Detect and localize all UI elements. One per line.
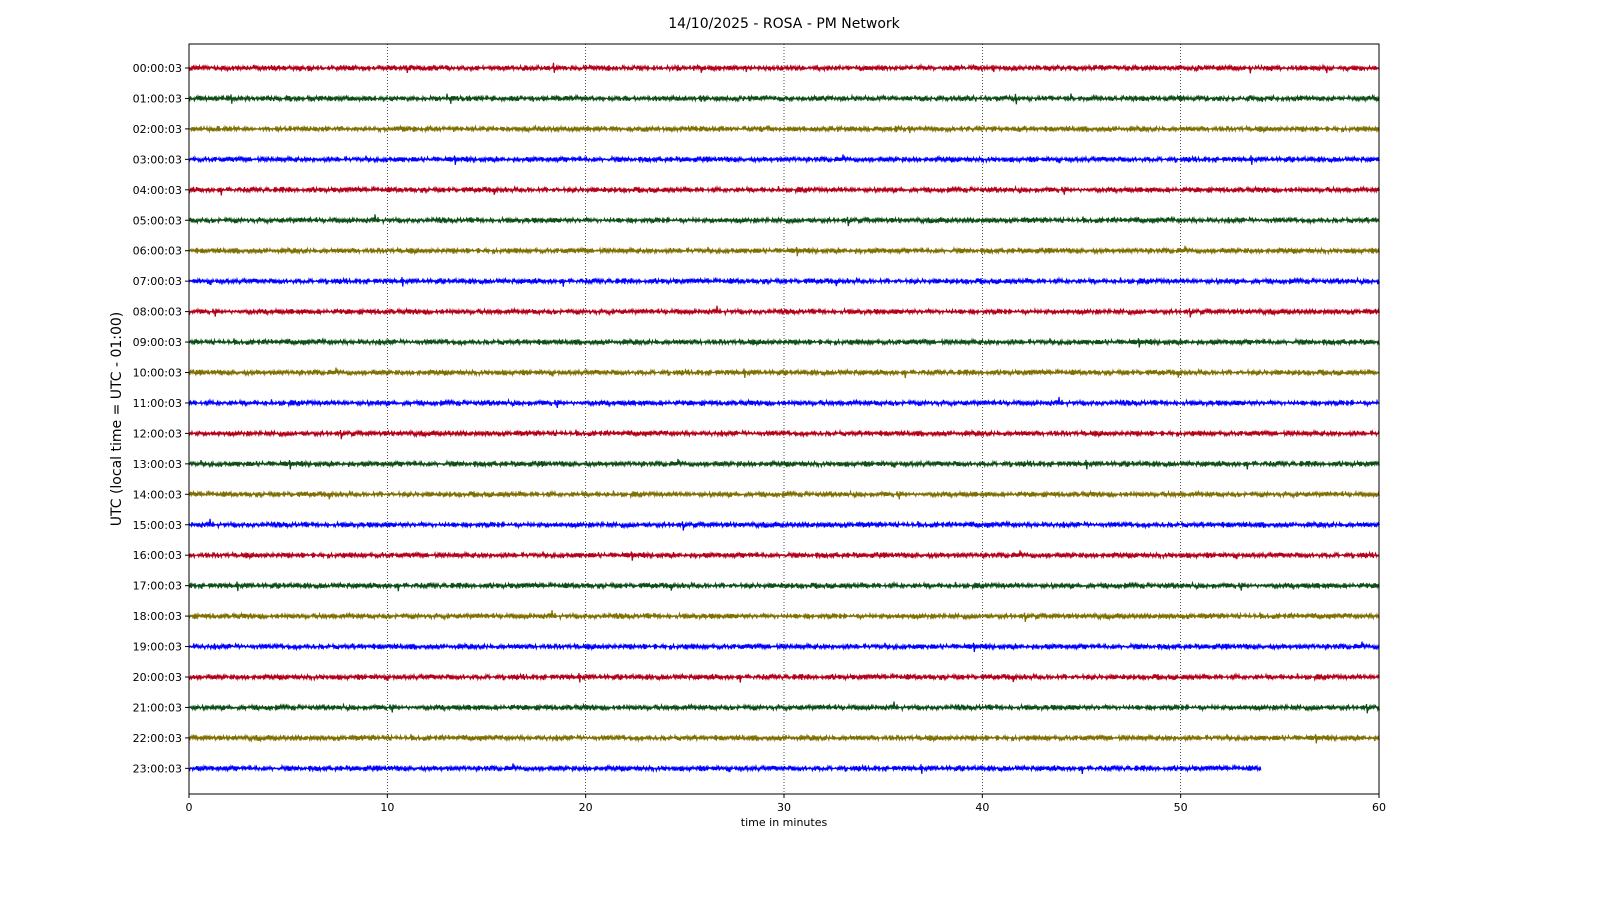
y-tick-label: 12:00:03 xyxy=(133,427,182,440)
grid-lines xyxy=(386,44,1182,794)
trace-line xyxy=(188,184,1380,196)
trace-line xyxy=(188,580,1380,592)
y-tick-label: 01:00:03 xyxy=(133,92,182,105)
trace-line xyxy=(188,428,1380,440)
trace-line xyxy=(188,641,1380,653)
trace-line xyxy=(188,62,1380,74)
y-tick-label: 19:00:03 xyxy=(133,641,182,654)
x-ticks: 0 10 20 30 40 50 60 xyxy=(186,794,1386,814)
y-tick-label: 23:00:03 xyxy=(133,762,182,775)
trace-line xyxy=(188,610,1380,622)
y-tick-label: 18:00:03 xyxy=(133,610,182,623)
y-tick-label: 15:00:03 xyxy=(133,519,182,532)
chart-title: 14/10/2025 - ROSA - PM Network xyxy=(668,16,900,32)
y-tick-label: 16:00:03 xyxy=(133,549,182,562)
y-tick-label: 07:00:03 xyxy=(133,275,182,288)
y-axis-label: UTC (local time = UTC - 01:00) xyxy=(109,312,125,527)
x-tick-label: 0 xyxy=(186,801,193,814)
traces xyxy=(188,62,1380,774)
trace-line xyxy=(188,458,1380,470)
y-tick-label: 09:00:03 xyxy=(133,336,182,349)
x-tick-label: 60 xyxy=(1372,801,1386,814)
trace-line xyxy=(188,396,1380,408)
trace-line xyxy=(188,489,1380,500)
y-tick-label: 03:00:03 xyxy=(133,153,182,166)
y-tick-label: 02:00:03 xyxy=(133,123,182,136)
trace-line xyxy=(188,733,1380,744)
y-tick-label: 11:00:03 xyxy=(133,397,182,410)
trace-line xyxy=(188,93,1380,105)
trace-line xyxy=(188,337,1380,348)
x-tick-label: 50 xyxy=(1174,801,1188,814)
trace-line xyxy=(188,245,1380,257)
trace-line xyxy=(188,124,1380,134)
y-tick-label: 04:00:03 xyxy=(133,184,182,197)
y-tick-label: 00:00:03 xyxy=(133,62,182,75)
trace-line xyxy=(188,550,1380,561)
y-tick-label: 10:00:03 xyxy=(133,367,182,380)
trace-line xyxy=(188,701,1380,714)
trace-line xyxy=(188,214,1380,227)
x-tick-label: 20 xyxy=(579,801,593,814)
x-tick-label: 30 xyxy=(777,801,791,814)
y-tick-label: 06:00:03 xyxy=(133,245,182,258)
x-tick-label: 10 xyxy=(380,801,394,814)
trace-line xyxy=(188,518,1380,531)
y-tick-label: 20:00:03 xyxy=(133,671,182,684)
trace-line xyxy=(188,367,1380,379)
y-tick-label: 14:00:03 xyxy=(133,488,182,501)
trace-line xyxy=(188,154,1380,165)
trace-line xyxy=(188,305,1380,318)
trace-line xyxy=(188,763,1262,774)
y-tick-label: 17:00:03 xyxy=(133,580,182,593)
x-tick-label: 40 xyxy=(975,801,989,814)
trace-line xyxy=(188,276,1380,287)
y-tick-label: 13:00:03 xyxy=(133,458,182,471)
y-tick-labels: 00:00:03 01:00:03 02:00:03 03:00:03 04:00:03… xyxy=(133,62,189,775)
y-tick-label: 22:00:03 xyxy=(133,732,182,745)
x-axis-label: time in minutes xyxy=(741,816,828,829)
y-tick-label: 21:00:03 xyxy=(133,701,182,714)
y-tick-label: 08:00:03 xyxy=(133,306,182,319)
trace-line xyxy=(188,672,1380,683)
y-tick-label: 05:00:03 xyxy=(133,214,182,227)
